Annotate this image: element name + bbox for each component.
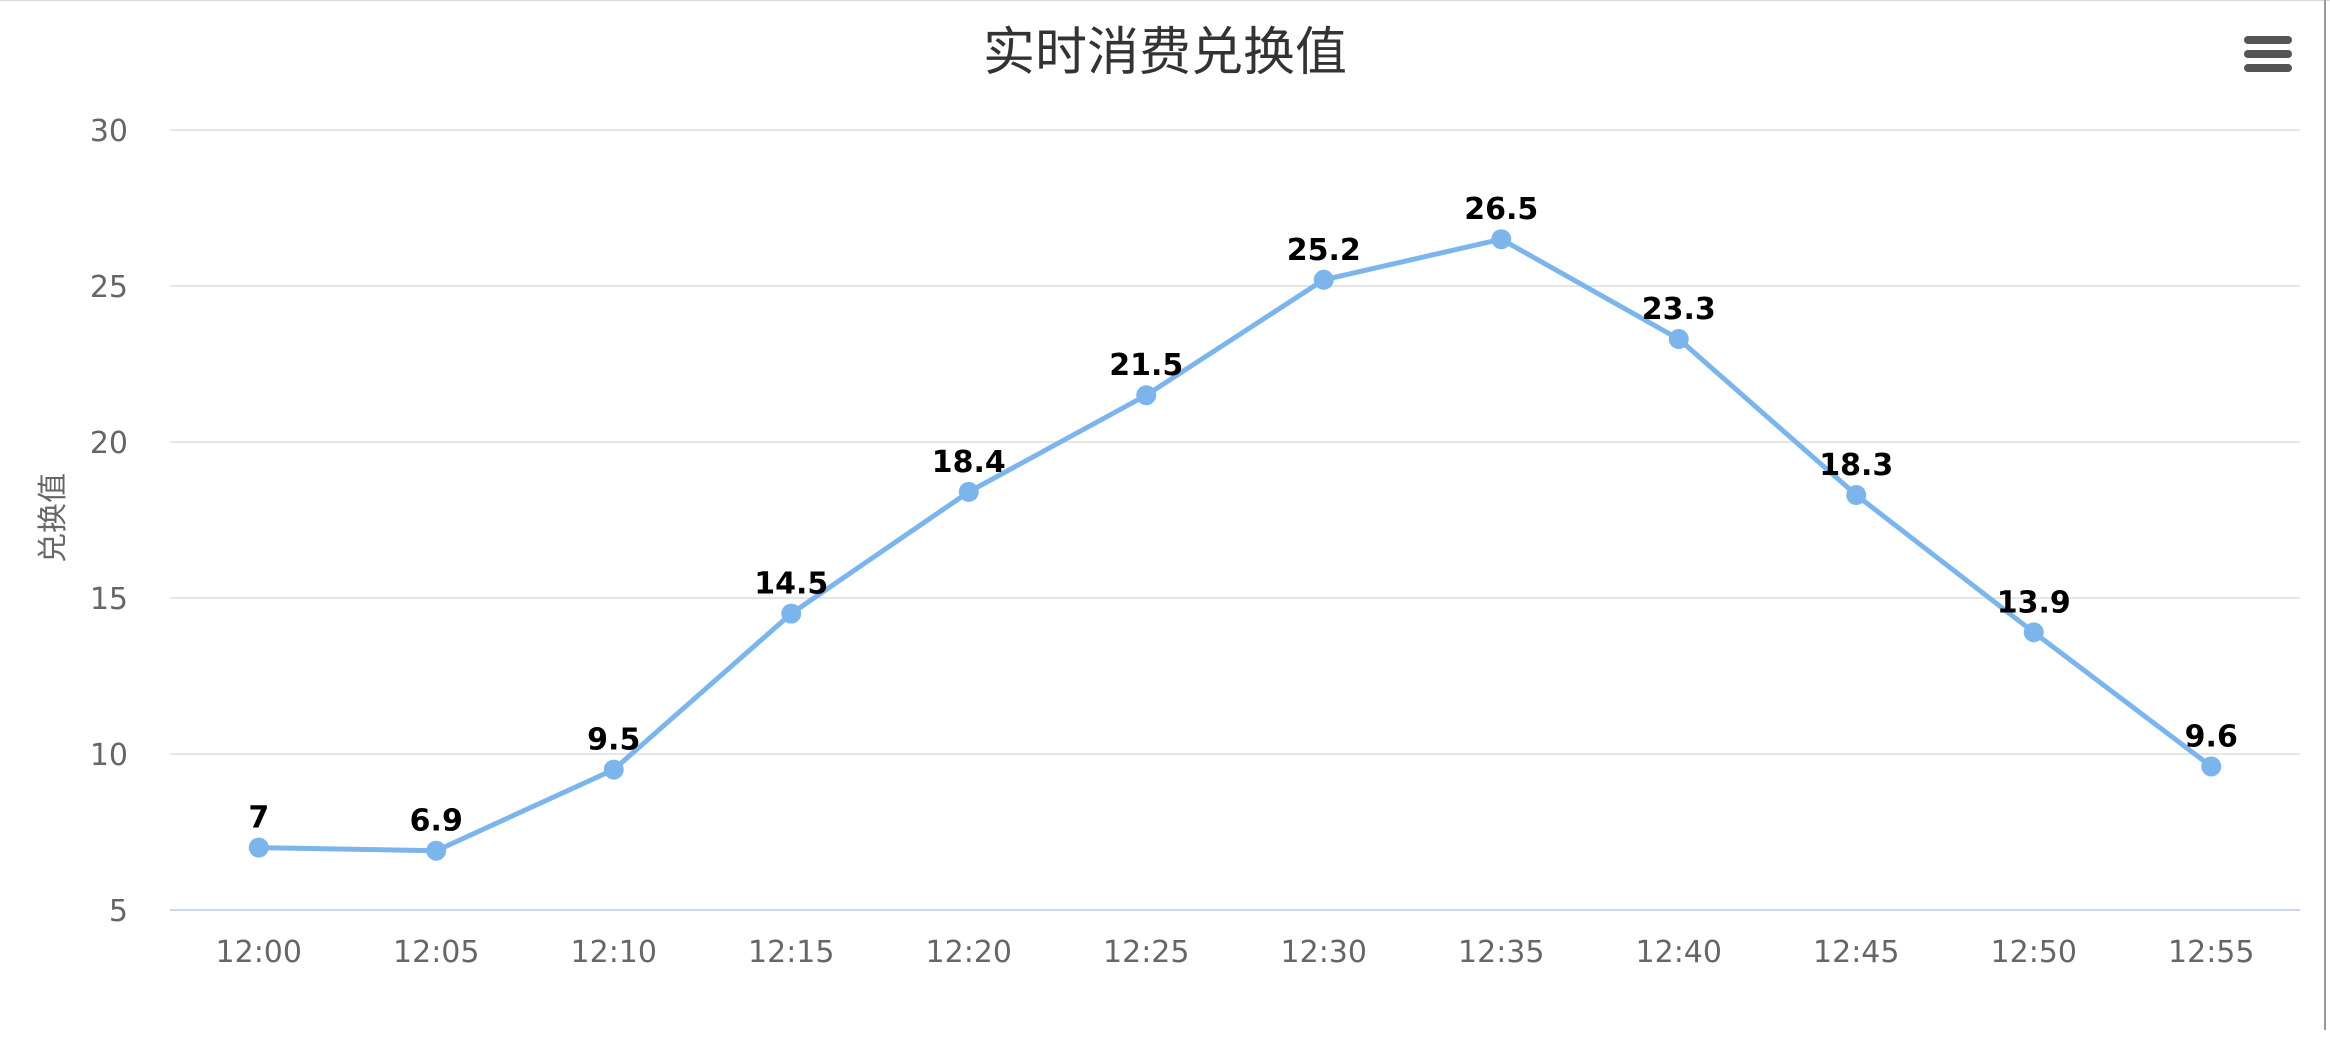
- x-tick-label: 12:30: [1281, 935, 1367, 970]
- data-label: 7: [248, 801, 269, 836]
- data-point[interactable]: [248, 837, 269, 858]
- grid-lines: [170, 129, 2300, 911]
- y-tick-label: 5: [109, 894, 128, 929]
- hamburger-menu-icon[interactable]: [2236, 30, 2300, 86]
- chart-top-border: [0, 0, 2330, 1]
- series-line: [256, 236, 2214, 854]
- y-tick-label: 25: [90, 270, 128, 305]
- y-tick-label: 15: [90, 582, 128, 617]
- data-point[interactable]: [603, 759, 624, 780]
- data-label: 21.5: [1109, 348, 1183, 383]
- data-point[interactable]: [1313, 269, 1334, 290]
- data-label: 9.6: [2185, 719, 2238, 754]
- x-tick-label: 12:45: [1813, 935, 1899, 970]
- data-point[interactable]: [1136, 385, 1157, 406]
- data-point[interactable]: [1491, 229, 1512, 250]
- x-tick-label: 12:40: [1636, 935, 1722, 970]
- data-point[interactable]: [1668, 329, 1689, 350]
- x-tick-label: 12:15: [748, 935, 834, 970]
- menu-bar-top: [2244, 36, 2292, 44]
- data-label: 14.5: [754, 567, 828, 602]
- y-tick-label: 30: [90, 114, 128, 149]
- y-tick-label: 10: [90, 738, 128, 773]
- menu-bar-bottom: [2244, 64, 2292, 72]
- data-labels: 7 6.9 9.5 14.5 18.4 21.5 25.2 26.5 23.3 18.3 13.9 9…: [248, 192, 2238, 839]
- x-tick-label: 12:00: [216, 935, 302, 970]
- data-point[interactable]: [2201, 756, 2222, 777]
- data-point[interactable]: [2023, 622, 2044, 643]
- data-point[interactable]: [958, 481, 979, 502]
- data-point[interactable]: [426, 840, 447, 861]
- chart-right-border: [2324, 0, 2326, 1030]
- x-tick-label: 12:20: [926, 935, 1012, 970]
- y-tick-label: 20: [90, 426, 128, 461]
- data-label: 26.5: [1464, 192, 1538, 227]
- data-label: 23.3: [1642, 292, 1716, 327]
- data-label: 6.9: [410, 804, 463, 839]
- series-layer: [248, 229, 2222, 861]
- x-tick-label: 12:35: [1458, 935, 1544, 970]
- y-tick-labels: 5 10 15 20 25 30: [90, 114, 128, 929]
- x-tick-label: 12:55: [2168, 935, 2254, 970]
- x-tick-label: 12:50: [1991, 935, 2077, 970]
- x-tick-label: 12:25: [1103, 935, 1189, 970]
- x-tick-label: 12:10: [571, 935, 657, 970]
- data-label: 18.4: [932, 445, 1006, 480]
- x-tick-label: 12:05: [393, 935, 479, 970]
- data-point[interactable]: [1846, 485, 1867, 506]
- data-label: 25.2: [1287, 233, 1361, 268]
- chart-title: 实时消费兑换值: [982, 23, 1347, 83]
- data-point[interactable]: [781, 603, 802, 624]
- data-label: 9.5: [587, 723, 640, 758]
- data-label: 18.3: [1819, 448, 1893, 483]
- x-tick-labels: 12:00 12:05 12:10 12:15 12:20 12:25 12:30 12:35…: [216, 935, 2255, 970]
- data-label: 13.9: [1997, 585, 2071, 620]
- menu-bar-middle: [2244, 50, 2292, 58]
